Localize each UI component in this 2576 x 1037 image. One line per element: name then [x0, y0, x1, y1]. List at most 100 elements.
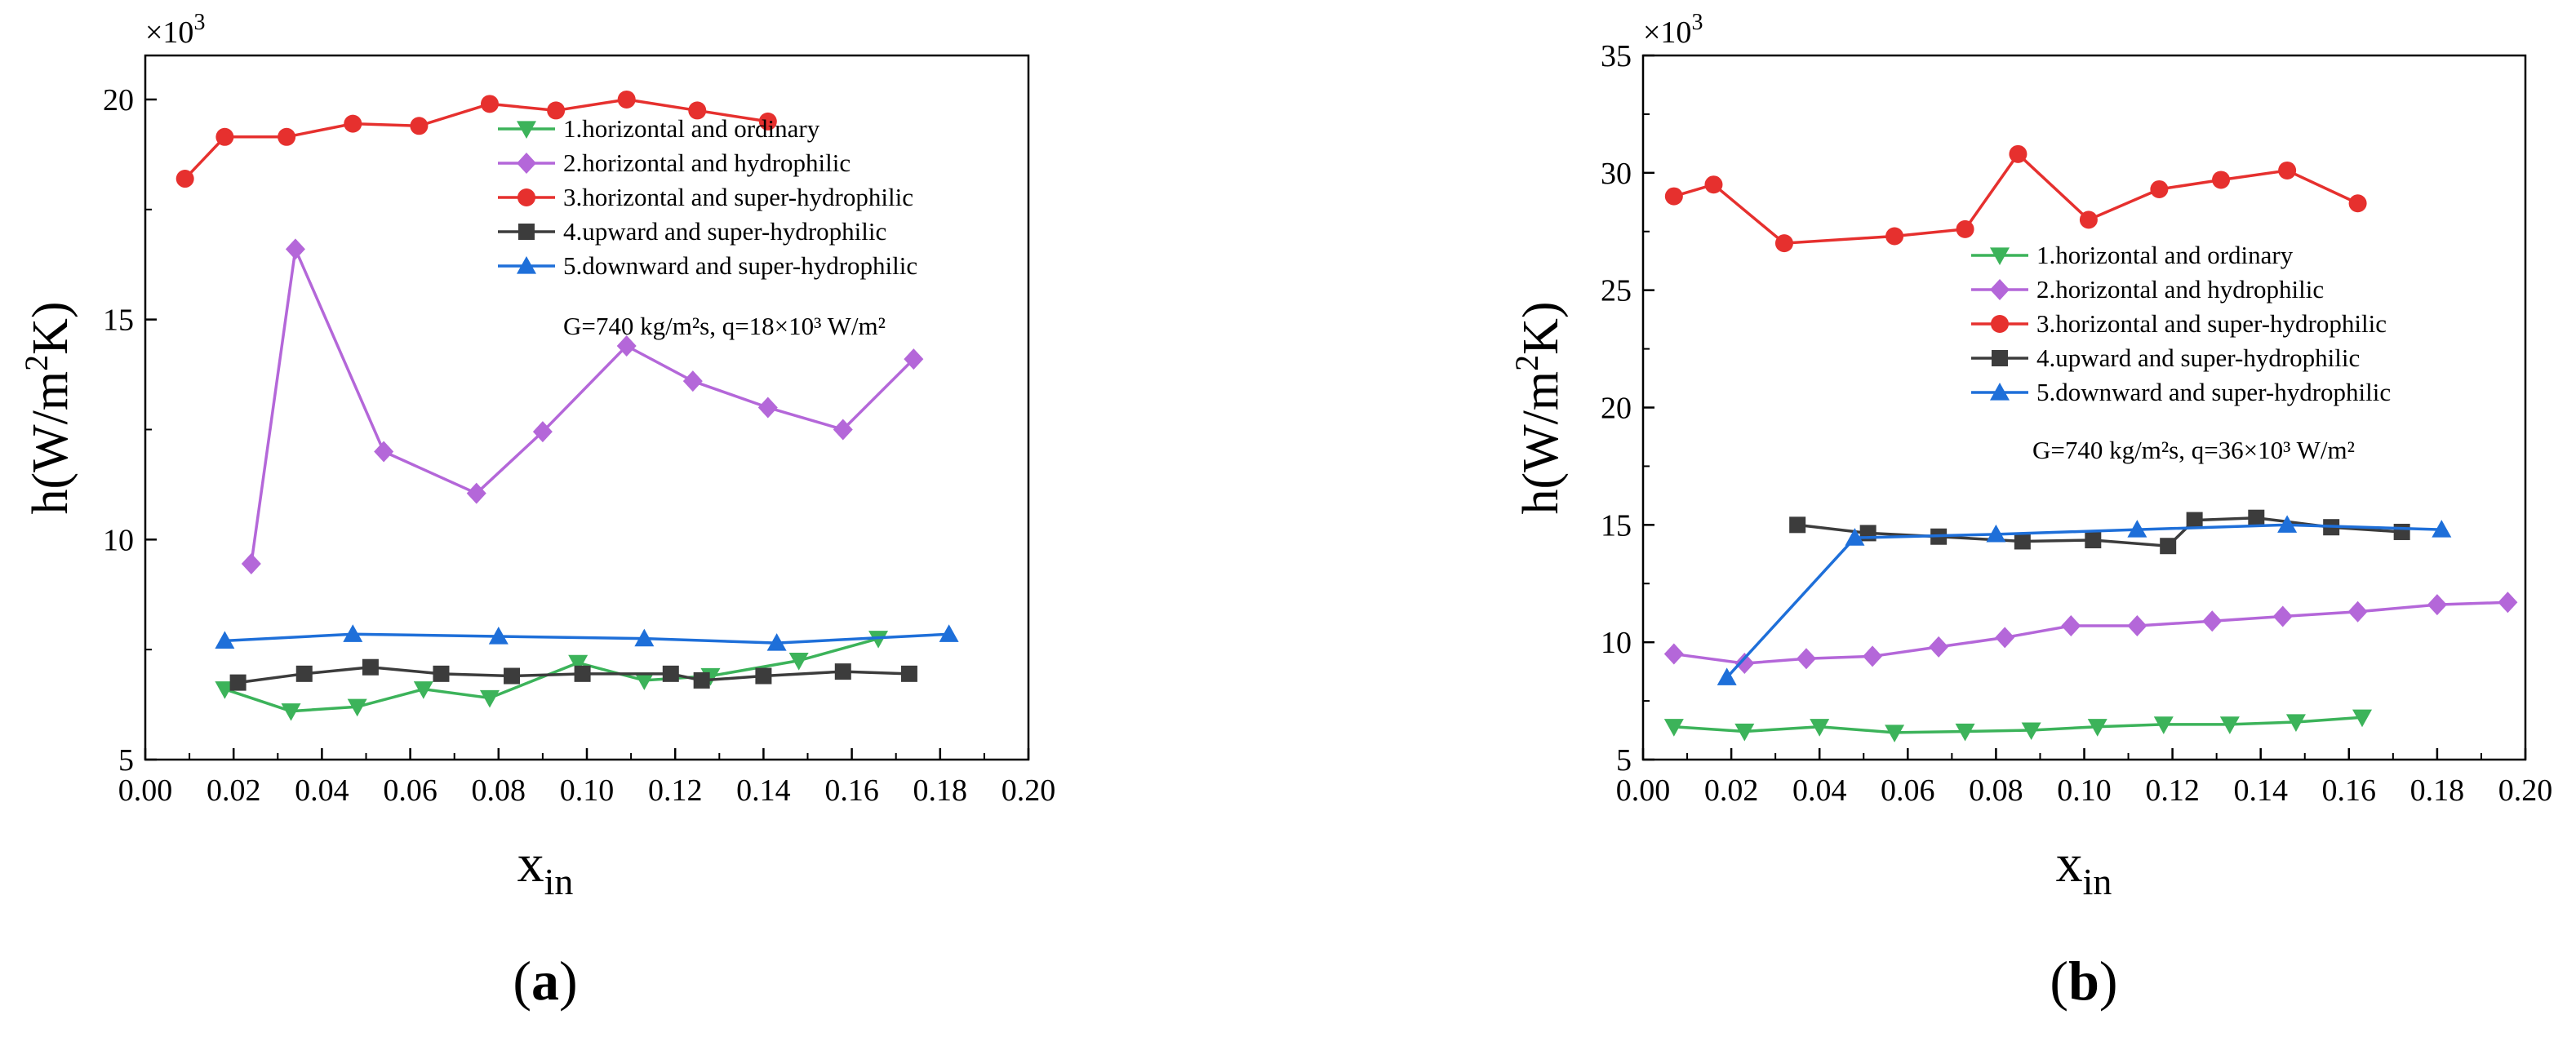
legend-marker — [518, 224, 535, 240]
y-multiplier-base: ×10 — [1643, 16, 1691, 50]
data-point — [2432, 520, 2452, 538]
x-tick-label: 0.02 — [1704, 773, 1759, 808]
data-point — [480, 95, 499, 113]
data-point — [2061, 615, 2081, 637]
x-axis-label-sub: in — [544, 861, 574, 902]
data-point — [2153, 716, 2174, 734]
legend-label: 1.horizontal and ordinary — [2036, 241, 2294, 269]
series-line — [1673, 716, 2363, 734]
y-multiplier: ×103 — [145, 10, 205, 50]
data-point — [1929, 636, 1949, 658]
legend-label: 2.horizontal and hydrophilic — [563, 148, 851, 177]
panel-label-close: ) — [559, 950, 578, 1012]
series-1 — [1663, 709, 2373, 742]
legend-label: 5.downward and super-hydrophilic — [563, 251, 917, 280]
legend-marker — [1990, 383, 2010, 401]
data-point — [215, 681, 235, 699]
series-5 — [215, 624, 959, 651]
x-axis-label-main: x — [517, 834, 544, 893]
data-point — [757, 397, 778, 419]
legend-label: 3.horizontal and super-hydrophilic — [563, 183, 913, 211]
x-tick-label: 0.06 — [383, 773, 437, 808]
data-point — [362, 658, 379, 676]
legend-label: 5.downward and super-hydrophilic — [2036, 378, 2391, 406]
data-point — [433, 665, 450, 682]
data-point — [904, 348, 924, 370]
series-5 — [1717, 515, 2452, 685]
data-point — [2127, 615, 2147, 637]
data-point — [1863, 645, 1883, 667]
data-point — [1885, 227, 1904, 246]
data-point — [758, 112, 777, 131]
y-multiplier: ×103 — [1643, 10, 1703, 50]
x-tick-label: 0.00 — [1616, 773, 1671, 808]
data-point — [2248, 509, 2265, 526]
data-point — [2278, 161, 2297, 179]
series-2 — [1663, 592, 2518, 675]
data-point — [547, 101, 566, 120]
data-point — [2212, 171, 2231, 189]
y-tick-label: 5 — [118, 743, 134, 778]
y-axis-label: h(W/m2K) — [18, 301, 78, 514]
data-point — [2087, 719, 2107, 737]
y-tick-label: 10 — [103, 523, 134, 557]
data-point — [504, 667, 521, 685]
x-tick-label: 0.18 — [2410, 773, 2465, 808]
data-point — [2202, 610, 2223, 632]
data-point — [834, 663, 851, 680]
data-point — [688, 101, 707, 120]
data-point — [175, 170, 194, 188]
data-point — [2498, 592, 2518, 614]
data-point — [634, 672, 655, 690]
data-point — [1774, 234, 1793, 253]
data-point — [2186, 512, 2203, 529]
condition-note: G=740 kg/m²s, q=18×10³ W/m² — [563, 312, 886, 340]
panel-label: (b) — [2050, 950, 2117, 1012]
panel-label-open: ( — [2050, 950, 2068, 1012]
data-point — [1955, 723, 1975, 742]
x-tick-label: 0.08 — [1969, 773, 2023, 808]
data-point — [410, 117, 429, 135]
data-point — [1704, 175, 1723, 194]
data-point — [900, 665, 917, 682]
legend-marker — [517, 121, 536, 139]
data-point — [693, 671, 710, 689]
x-tick-label: 0.06 — [1881, 773, 1935, 808]
legend-label: 4.upward and super-hydrophilic — [2036, 343, 2360, 372]
y-axis-label: h(W/m2K) — [1508, 301, 1569, 514]
data-point — [1663, 643, 1684, 665]
data-point — [755, 667, 772, 685]
x-tick-label: 0.04 — [295, 773, 349, 808]
legend-marker — [517, 188, 535, 206]
data-point — [2285, 714, 2306, 732]
legend-marker — [517, 153, 536, 174]
data-point — [215, 631, 235, 649]
data-point — [1956, 219, 1974, 238]
data-point — [574, 665, 591, 682]
series-line — [224, 636, 879, 713]
series-line — [184, 98, 769, 180]
y-tick-label: 25 — [1601, 274, 1632, 308]
data-point — [662, 665, 679, 682]
data-point — [281, 703, 301, 721]
data-point — [634, 628, 655, 647]
data-point — [2219, 716, 2240, 734]
data-point — [374, 441, 394, 463]
data-point — [1717, 667, 1737, 685]
data-point — [1810, 719, 1830, 737]
series-line — [1797, 516, 2402, 548]
y-tick-label: 35 — [1601, 39, 1632, 73]
data-point — [295, 665, 313, 682]
y-axis-label-main: h(W/m — [23, 371, 78, 515]
legend-label: 4.upward and super-hydrophilic — [563, 217, 886, 246]
data-point — [2277, 515, 2298, 533]
data-point — [1986, 524, 2006, 543]
series-4 — [229, 658, 917, 691]
x-tick-label: 0.00 — [118, 773, 173, 808]
legend-label: 3.horizontal and super-hydrophilic — [2036, 309, 2387, 338]
x-tick-label: 0.10 — [560, 773, 615, 808]
data-point — [1995, 627, 2015, 649]
data-point — [241, 552, 261, 574]
data-point — [343, 624, 363, 642]
data-point — [1845, 528, 1865, 546]
